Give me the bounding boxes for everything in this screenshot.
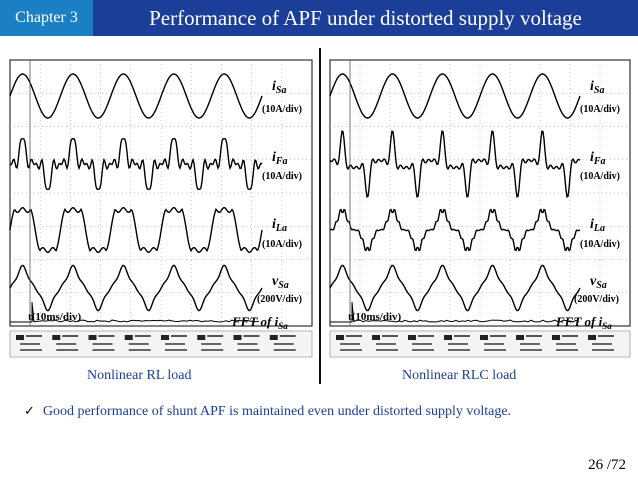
channel-scale-isa-right: (10A/div) bbox=[580, 104, 620, 115]
channel-scale-ifa-left: (10A/div) bbox=[262, 171, 302, 182]
scope-right: iSa (10A/div) iFa (10A/div) iLa (10A/div… bbox=[324, 58, 634, 363]
chapter-label: Chapter 3 bbox=[0, 0, 93, 36]
time-scale-right: t(10ms/div) bbox=[348, 311, 402, 323]
scope-left-plot: iSa (10A/div) iFa (10A/div) iLa (10A/div… bbox=[4, 58, 316, 363]
bullet-text: Good performance of shunt APF is maintai… bbox=[43, 404, 511, 419]
bullet-point: ✓ Good performance of shunt APF is mainta… bbox=[24, 404, 511, 420]
channel-scale-ila-left: (10A/div) bbox=[262, 239, 302, 250]
scope-status-bar bbox=[330, 331, 630, 357]
channel-scale-ila-right: (10A/div) bbox=[580, 239, 620, 250]
caption-right: Nonlinear RLC load bbox=[402, 368, 516, 384]
channel-scale-isa-left: (10A/div) bbox=[262, 104, 302, 115]
channel-scale-vsa-left: (200V/div) bbox=[257, 294, 302, 305]
caption-left: Nonlinear RL load bbox=[87, 368, 191, 384]
scope-left: iSa (10A/div) iFa (10A/div) iLa (10A/div… bbox=[4, 58, 316, 363]
scope-right-plot: iSa (10A/div) iFa (10A/div) iLa (10A/div… bbox=[324, 58, 634, 363]
slide-title: Performance of APF under distorted suppl… bbox=[93, 0, 638, 36]
checkmark-icon: ✓ bbox=[24, 404, 35, 419]
time-scale-left: t(10ms/div) bbox=[28, 311, 82, 323]
channel-scale-ifa-right: (10A/div) bbox=[580, 171, 620, 182]
scope-status-bar bbox=[10, 331, 312, 357]
channel-scale-vsa-right: (200V/div) bbox=[574, 294, 619, 305]
panel-divider bbox=[319, 48, 321, 384]
page-number: 26 /72 bbox=[588, 457, 626, 474]
